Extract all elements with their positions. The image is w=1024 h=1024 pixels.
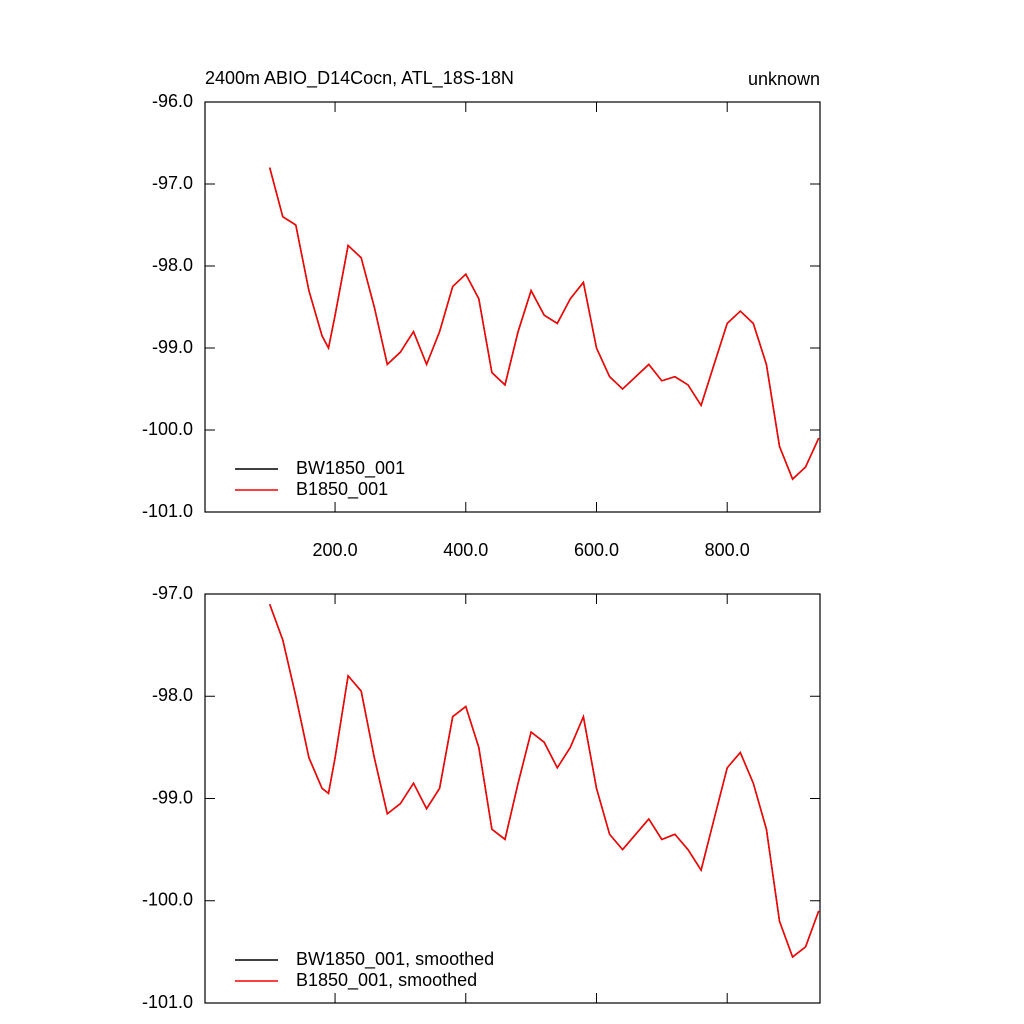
x-tick-label: 200.0 bbox=[313, 540, 358, 560]
data-line bbox=[268, 603, 820, 959]
y-tick-label: -97.0 bbox=[152, 583, 193, 603]
x-tick-label: 400.0 bbox=[443, 540, 488, 560]
x-tick-label: 800.0 bbox=[705, 540, 750, 560]
y-tick-label: -101.0 bbox=[142, 992, 193, 1012]
legend-label: B1850_001, smoothed bbox=[296, 970, 477, 991]
legend-label: B1850_001 bbox=[296, 479, 388, 500]
y-tick-label: -98.0 bbox=[152, 685, 193, 705]
data-line bbox=[268, 167, 820, 481]
data-line bbox=[268, 603, 820, 959]
y-tick-label: -99.0 bbox=[152, 787, 193, 807]
x-tick-label: 600.0 bbox=[574, 540, 619, 560]
y-tick-label: -98.0 bbox=[152, 255, 193, 275]
data-line bbox=[268, 167, 820, 481]
annotation: unknown bbox=[748, 69, 820, 89]
chart-title: 2400m ABIO_D14Cocn, ATL_18S-18N bbox=[205, 68, 514, 89]
plot-frame bbox=[204, 101, 821, 513]
y-tick-label: -101.0 bbox=[142, 501, 193, 521]
y-tick-label: -100.0 bbox=[142, 890, 193, 910]
legend-label: BW1850_001, smoothed bbox=[296, 949, 494, 970]
y-tick-label: -100.0 bbox=[142, 419, 193, 439]
y-tick-label: -97.0 bbox=[152, 173, 193, 193]
y-tick-label: -96.0 bbox=[152, 91, 193, 111]
legend-label: BW1850_001 bbox=[296, 458, 405, 479]
plot-frame bbox=[204, 593, 821, 1004]
y-tick-label: -99.0 bbox=[152, 337, 193, 357]
